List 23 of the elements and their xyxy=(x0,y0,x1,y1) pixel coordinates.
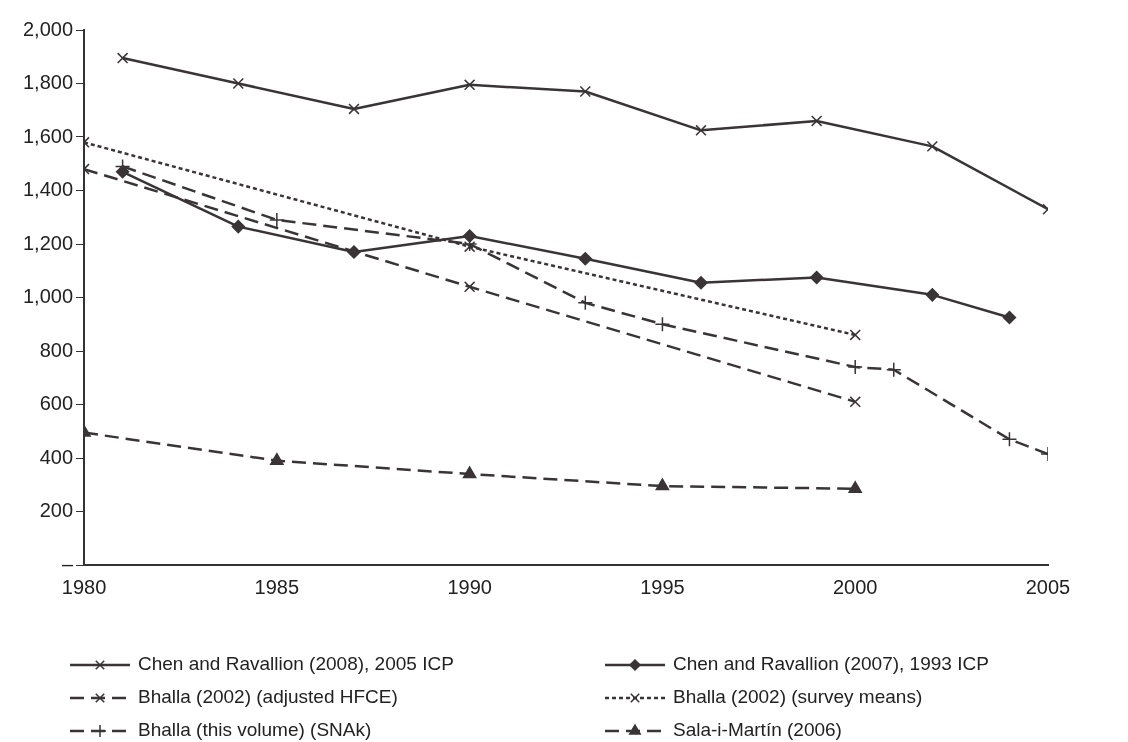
legend-label: Bhalla (2002) (adjusted HFCE) xyxy=(138,686,398,708)
x-tick-label: 2005 xyxy=(1025,575,1071,598)
x-tick-label: 1990 xyxy=(447,575,492,598)
y-tick-label: 2,000 xyxy=(22,17,74,40)
y-tick-label: 1,200 xyxy=(22,231,74,254)
y-tick-label: – xyxy=(61,552,74,575)
y-tick-label: 1,800 xyxy=(22,71,74,94)
y-tick-label: 800 xyxy=(39,338,74,361)
legend-label: Bhalla (this volume) (SNAk) xyxy=(138,719,372,741)
y-tick-label: 200 xyxy=(39,499,74,522)
x-tick-label: 1980 xyxy=(61,575,107,598)
y-tick-label: 1,600 xyxy=(22,124,74,147)
y-tick-label: 400 xyxy=(39,445,74,468)
legend-label: Chen and Ravallion (2008), 2005 ICP xyxy=(138,653,454,675)
legend-label: Sala-i-Martín (2006) xyxy=(673,719,842,741)
y-tick-label: 1,000 xyxy=(22,285,74,308)
y-tick-label: 600 xyxy=(39,392,74,415)
x-tick-label: 1985 xyxy=(254,575,300,598)
x-tick-label: 1995 xyxy=(640,575,685,598)
legend-label: Bhalla (2002) (survey means) xyxy=(673,686,923,708)
x-tick-label: 2000 xyxy=(832,575,878,598)
y-tick-label: 1,400 xyxy=(22,178,74,201)
legend-label: Chen and Ravallion (2007), 1993 ICP xyxy=(673,653,989,675)
